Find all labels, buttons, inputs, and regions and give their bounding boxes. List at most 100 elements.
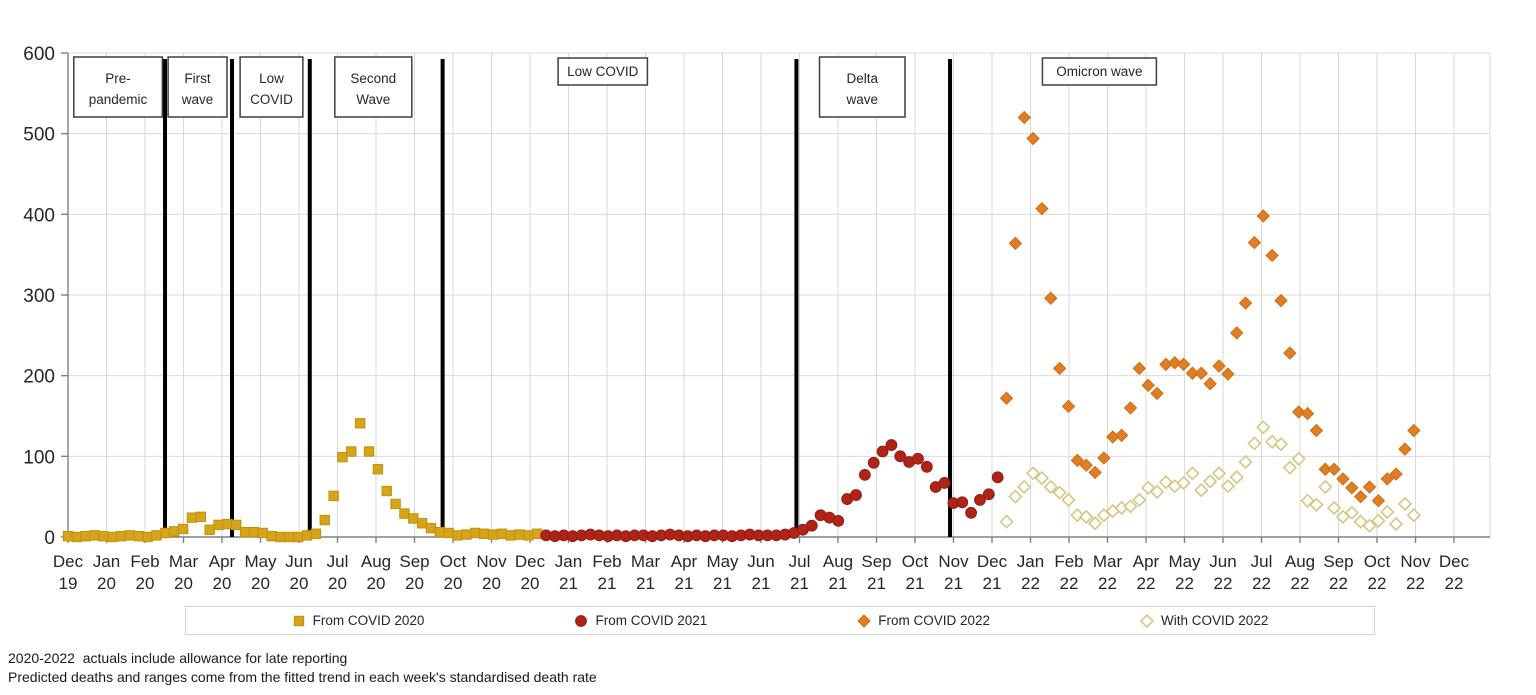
data-point [310,528,322,539]
x-tick-label-month: Aug [1285,552,1315,571]
x-tick-label-year: 21 [906,574,925,593]
x-axis: Dec 19 Jan 20 Feb 20 Mar 20 Apr 20 May 20 Jun 20 Jul 20… [53,536,1490,593]
data-point [1203,474,1218,489]
x-tick-label-year: 20 [97,574,116,593]
x-tick-label-year: 21 [867,574,886,593]
data-point [408,513,419,524]
y-axis: 0 100 200 300 400 500 600 [23,44,69,549]
data-point [1247,436,1262,451]
data-point [1140,613,1155,628]
data-point [999,514,1014,529]
x-tick-label-year: 22 [1252,574,1271,593]
data-point [124,530,136,541]
x-tick-label-month: Dec [977,552,1008,571]
data-point [372,464,384,475]
x-tick-label-month: Feb [592,552,621,571]
data-point [1185,466,1200,481]
data-point [514,529,525,540]
data-point [1211,466,1227,481]
data-point [575,614,588,627]
x-tick-label-month: Oct [902,552,929,571]
data-point [1283,346,1297,360]
data-point [470,527,481,539]
data-point [142,531,153,543]
data-point [1044,291,1058,305]
data-point [1008,489,1023,504]
x-tick-label-year: 20 [251,574,270,593]
data-point [1398,442,1412,456]
data-point [425,522,437,534]
data-point [1176,475,1191,491]
data-point [62,530,74,542]
period-box-label: COVID [250,92,293,107]
x-tick-label-month: Oct [1364,552,1391,571]
data-point [98,530,109,542]
data-point [1265,434,1280,449]
data-point [1318,462,1332,476]
x-tick-label-year: 20 [328,574,347,593]
y-tick-label: 100 [23,447,55,468]
data-point [1388,516,1404,532]
y-tick-label: 400 [23,205,55,226]
data-point [71,531,83,543]
x-tick-label-month: Dec [1439,552,1470,571]
x-tick-label-month: Aug [361,552,391,571]
data-point [938,477,951,489]
x-tick-label-month: Sep [861,552,891,571]
x-tick-label-month: Jun [747,552,774,571]
x-tick-label-year: 21 [790,574,809,593]
data-point [1230,326,1244,340]
data-point [416,518,428,529]
legend-label: From COVID 2022 [878,613,991,628]
legend: From COVID 2020 From COVID 2021 From COVID… [185,606,1375,635]
data-point [257,527,268,539]
legend-item-from-covid-2020: From COVID 2020 [292,613,424,628]
x-tick-label-month: Jul [327,552,349,571]
data-point [443,527,454,539]
data-point [107,531,118,543]
data-point [974,493,986,506]
data-point [1017,479,1032,495]
data-point [1070,453,1085,468]
y-tick-label: 600 [23,44,55,65]
data-point [1150,386,1164,401]
data-point [832,514,845,527]
x-tick-label-month: Oct [440,552,467,571]
x-tick-label-year: 22 [1445,574,1464,593]
x-tick-label-month: May [244,552,277,571]
x-tick-label-year: 20 [290,574,309,593]
data-point [1300,406,1315,421]
period-box-label: Delta [846,71,878,86]
data-point [991,471,1004,484]
x-tick-label-year: 21 [636,574,655,593]
x-tick-label-year: 21 [983,574,1002,593]
data-point [293,531,304,543]
data-point [346,446,357,457]
period-box-label: Wave [356,92,390,107]
x-tick-label-month: Jul [789,552,811,571]
data-point [239,526,251,538]
data-point [1327,462,1341,476]
data-point [328,490,339,502]
data-point [266,530,277,542]
period-box [557,57,649,86]
y-tick-label: 500 [23,125,55,146]
x-tick-label-year: 22 [1137,574,1156,593]
period-box-label: Low COVID [567,64,639,79]
data-point [1123,499,1138,514]
x-tick-label-year: 20 [213,574,232,593]
period-box-label: wave [845,92,878,107]
series-from-covid-2020 [62,418,543,543]
data-point [1079,509,1094,524]
x-tick-label-month: Jan [555,552,582,571]
data-point [1035,201,1049,216]
data-point [1088,465,1102,480]
data-point [1274,293,1288,308]
data-point [1212,359,1226,373]
data-point [363,446,375,457]
data-point [1168,356,1182,370]
legend-marker-diamond-open-icon [1140,613,1155,628]
data-point [231,519,242,531]
x-tick-label-month: May [706,552,739,571]
